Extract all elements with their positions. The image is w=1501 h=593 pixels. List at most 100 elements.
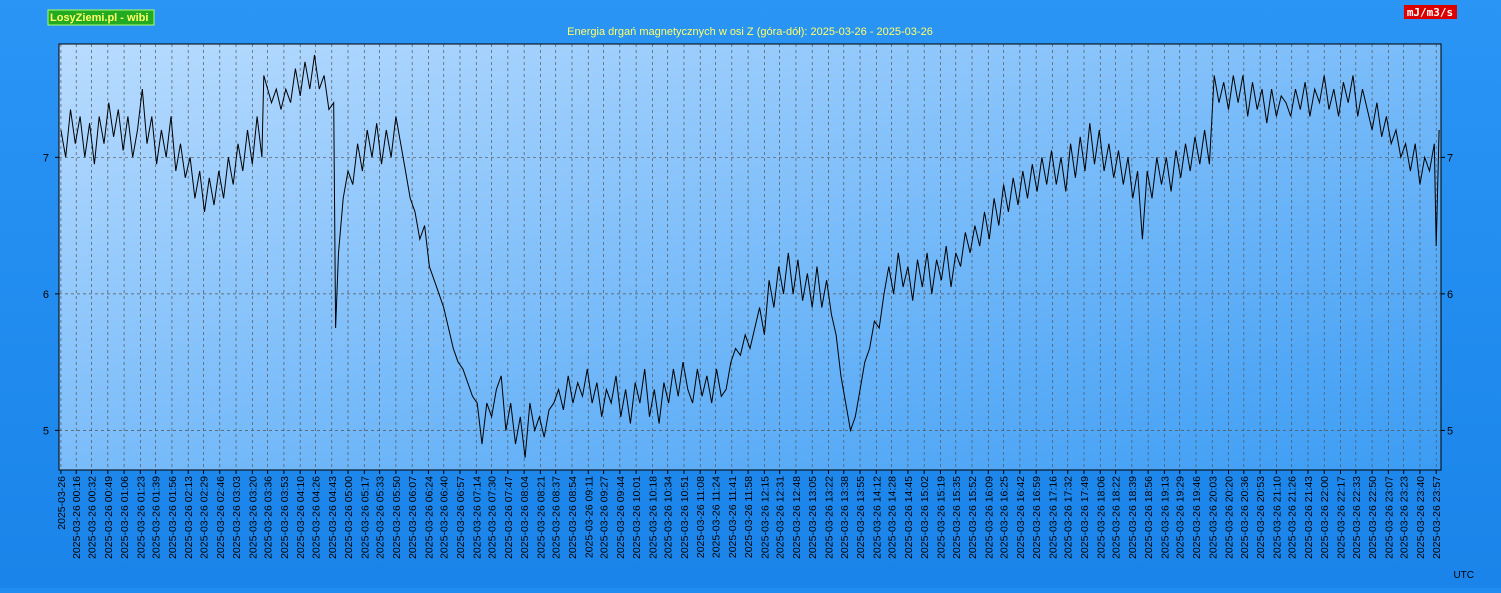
x-tick-label: 2025-03-26 21:43 <box>1303 476 1315 559</box>
x-tick-label: 2025-03-26 10:51 <box>679 476 691 559</box>
x-tick-label: 2025-03-26 06:07 <box>407 476 419 559</box>
x-tick-label: 2025-03-26 11:41 <box>727 476 739 558</box>
x-tick-label: 2025-03-26 04:26 <box>310 476 322 559</box>
x-tick-label: 2025-03-26 22:17 <box>1336 476 1348 559</box>
x-tick-label: 2025-03-26 15:19 <box>935 476 947 559</box>
x-tick-label: 2025-03-26 13:22 <box>823 476 835 559</box>
x-tick-label: 2025-03-26 06:40 <box>439 476 451 559</box>
x-tick-label: 2025-03-26 17:16 <box>1047 476 1059 559</box>
x-tick-label: 2025-03-26 13:55 <box>855 476 867 559</box>
x-tick-label: 2025-03-26 21:10 <box>1271 476 1283 559</box>
x-tick-label: 2025-03-26 08:21 <box>535 476 547 559</box>
brand: LosyZiemi.pl - wibi <box>50 12 148 24</box>
x-tick-label: 2025-03-26 14:12 <box>871 476 883 559</box>
data-line <box>60 54 1440 458</box>
x-tick-label: 2025-03-26 05:50 <box>391 476 403 559</box>
unit-box <box>1404 5 1457 19</box>
x-tick-label: 2025-03-26 05:33 <box>375 476 387 559</box>
x-tick-label: 2025-03-26 11:24 <box>711 476 723 558</box>
x-tick-label: 2025-03-26 20:36 <box>1239 476 1251 559</box>
x-tick-label: 2025-03-26 05:17 <box>359 476 371 559</box>
x-tick-label: 2025-03-26 17:32 <box>1063 476 1075 559</box>
x-tick-label: 2025-03-26 12:48 <box>791 476 803 559</box>
x-tick-label: 2025-03-26 11:58 <box>743 476 755 558</box>
x-tick-label: 2025-03-26 06:24 <box>423 476 435 559</box>
x-tick-label: 2025-03-26 19:29 <box>1175 476 1187 559</box>
x-tick-label: 2025-03-26 19:46 <box>1191 476 1203 559</box>
x-tick-label: 2025-03-26 05:00 <box>343 476 355 559</box>
x-tick-label: 2025-03-26 00:49 <box>103 476 115 559</box>
x-tick-label: 2025-03-26 18:22 <box>1111 476 1123 559</box>
x-tick-label: 2025-03-26 07:14 <box>471 476 483 559</box>
x-tick-label: 2025-03-26 18:39 <box>1127 476 1139 559</box>
x-tick-label: 2025-03-26 01:56 <box>167 476 179 559</box>
plot-area <box>59 44 1441 470</box>
x-tick-label: 2025-03-26 06:57 <box>455 476 467 559</box>
x-tick-label: 2025-03-26 17:49 <box>1079 476 1091 559</box>
x-tick-label: 2025-03-26 09:44 <box>615 476 627 559</box>
x-tick-label: 2025-03-26 02:46 <box>215 476 227 559</box>
marks <box>60 54 1440 458</box>
x-tick-label: 2025-03-26 16:09 <box>983 476 995 559</box>
y-tick-label-right: 6 <box>1447 289 1453 301</box>
x-tick-label: 2025-03-26 20:20 <box>1224 476 1236 559</box>
x-tick-label: 2025-03-26 20:03 <box>1207 476 1219 559</box>
x-tick-label: 2025-03-26 21:26 <box>1287 476 1299 559</box>
grid <box>55 44 1445 474</box>
x-tick-label: 2025-03-26 <box>56 476 68 530</box>
x-tick-label: 2025-03-26 00:16 <box>71 476 83 559</box>
x-tick-label: 2025-03-26 15:52 <box>967 476 979 559</box>
x-tick-label: 2025-03-26 08:54 <box>567 476 579 559</box>
x-tick-label: 2025-03-26 03:36 <box>263 476 275 559</box>
x-tick-label: 2025-03-26 22:50 <box>1367 476 1379 559</box>
x-tick-label: 2025-03-26 08:37 <box>551 476 563 559</box>
x-tick-label: 2025-03-26 10:18 <box>647 476 659 559</box>
x-tick-label: 2025-03-26 02:13 <box>183 476 195 559</box>
x-tick-label: 2025-03-26 13:38 <box>839 476 851 559</box>
x-axis-label: UTC <box>1453 570 1474 581</box>
x-tick-label: 2025-03-26 16:59 <box>1031 476 1043 559</box>
x-tick-label: 2025-03-26 23:23 <box>1399 476 1411 559</box>
x-tick-label: 2025-03-26 23:40 <box>1415 476 1427 559</box>
x-tick-label: 2025-03-26 09:11 <box>583 476 595 558</box>
y-tick-label-right: 5 <box>1447 425 1453 437</box>
x-tick-label: 2025-03-26 11:08 <box>695 476 707 558</box>
x-tick-label: 2025-03-26 03:53 <box>279 476 291 559</box>
y-tick-label: 6 <box>43 289 49 301</box>
x-tick-label: 2025-03-26 10:01 <box>631 476 643 559</box>
x-tick-label: 2025-03-26 03:20 <box>247 476 259 559</box>
brand-box <box>47 9 155 26</box>
x-tick-label: 2025-03-26 15:35 <box>951 476 963 559</box>
x-tick-label: 2025-03-26 07:30 <box>487 476 499 559</box>
chart-title: Energia drgań magnetycznych w osi Z (gór… <box>567 26 933 38</box>
x-tick-label: 2025-03-26 04:10 <box>295 476 307 559</box>
x-tick-label: 2025-03-26 01:39 <box>151 476 163 559</box>
x-tick-label: 2025-03-26 08:04 <box>519 476 531 559</box>
x-tick-label: 2025-03-26 02:29 <box>199 476 211 559</box>
y-tick-label: 7 <box>43 152 49 164</box>
y-tick-label: 5 <box>43 425 49 437</box>
x-tick-label: 2025-03-26 10:34 <box>663 476 675 559</box>
x-tick-label: 2025-03-26 14:28 <box>887 476 899 559</box>
y-tick-label-right: 7 <box>1447 152 1453 164</box>
x-tick-label: 2025-03-26 20:53 <box>1255 476 1267 559</box>
unit-label: mJ/m3/s <box>1407 6 1453 19</box>
x-tick-label: 2025-03-26 12:15 <box>759 476 771 559</box>
x-tick-label: 2025-03-26 01:23 <box>135 476 147 559</box>
x-tick-label: 2025-03-26 22:00 <box>1319 476 1331 559</box>
x-tick-label: 2025-03-26 03:03 <box>231 476 243 559</box>
x-tick-label: 2025-03-26 04:43 <box>327 476 339 559</box>
x-tick-label: 2025-03-26 18:06 <box>1095 476 1107 559</box>
x-tick-label: 2025-03-26 22:33 <box>1351 476 1363 559</box>
x-tick-label: 2025-03-26 09:27 <box>599 476 611 559</box>
x-tick-label: 2025-03-26 23:57 <box>1431 476 1443 559</box>
x-tick-label: 2025-03-26 07:47 <box>503 476 515 559</box>
plot-frame <box>58 43 1442 471</box>
x-tick-label: 2025-03-26 14:45 <box>903 476 915 559</box>
x-tick-label: 2025-03-26 18:56 <box>1143 476 1155 559</box>
x-tick-label: 2025-03-26 13:05 <box>807 476 819 559</box>
x-tick-label: 2025-03-26 16:42 <box>1015 476 1027 559</box>
x-tick-label: 2025-03-26 15:02 <box>919 476 931 559</box>
